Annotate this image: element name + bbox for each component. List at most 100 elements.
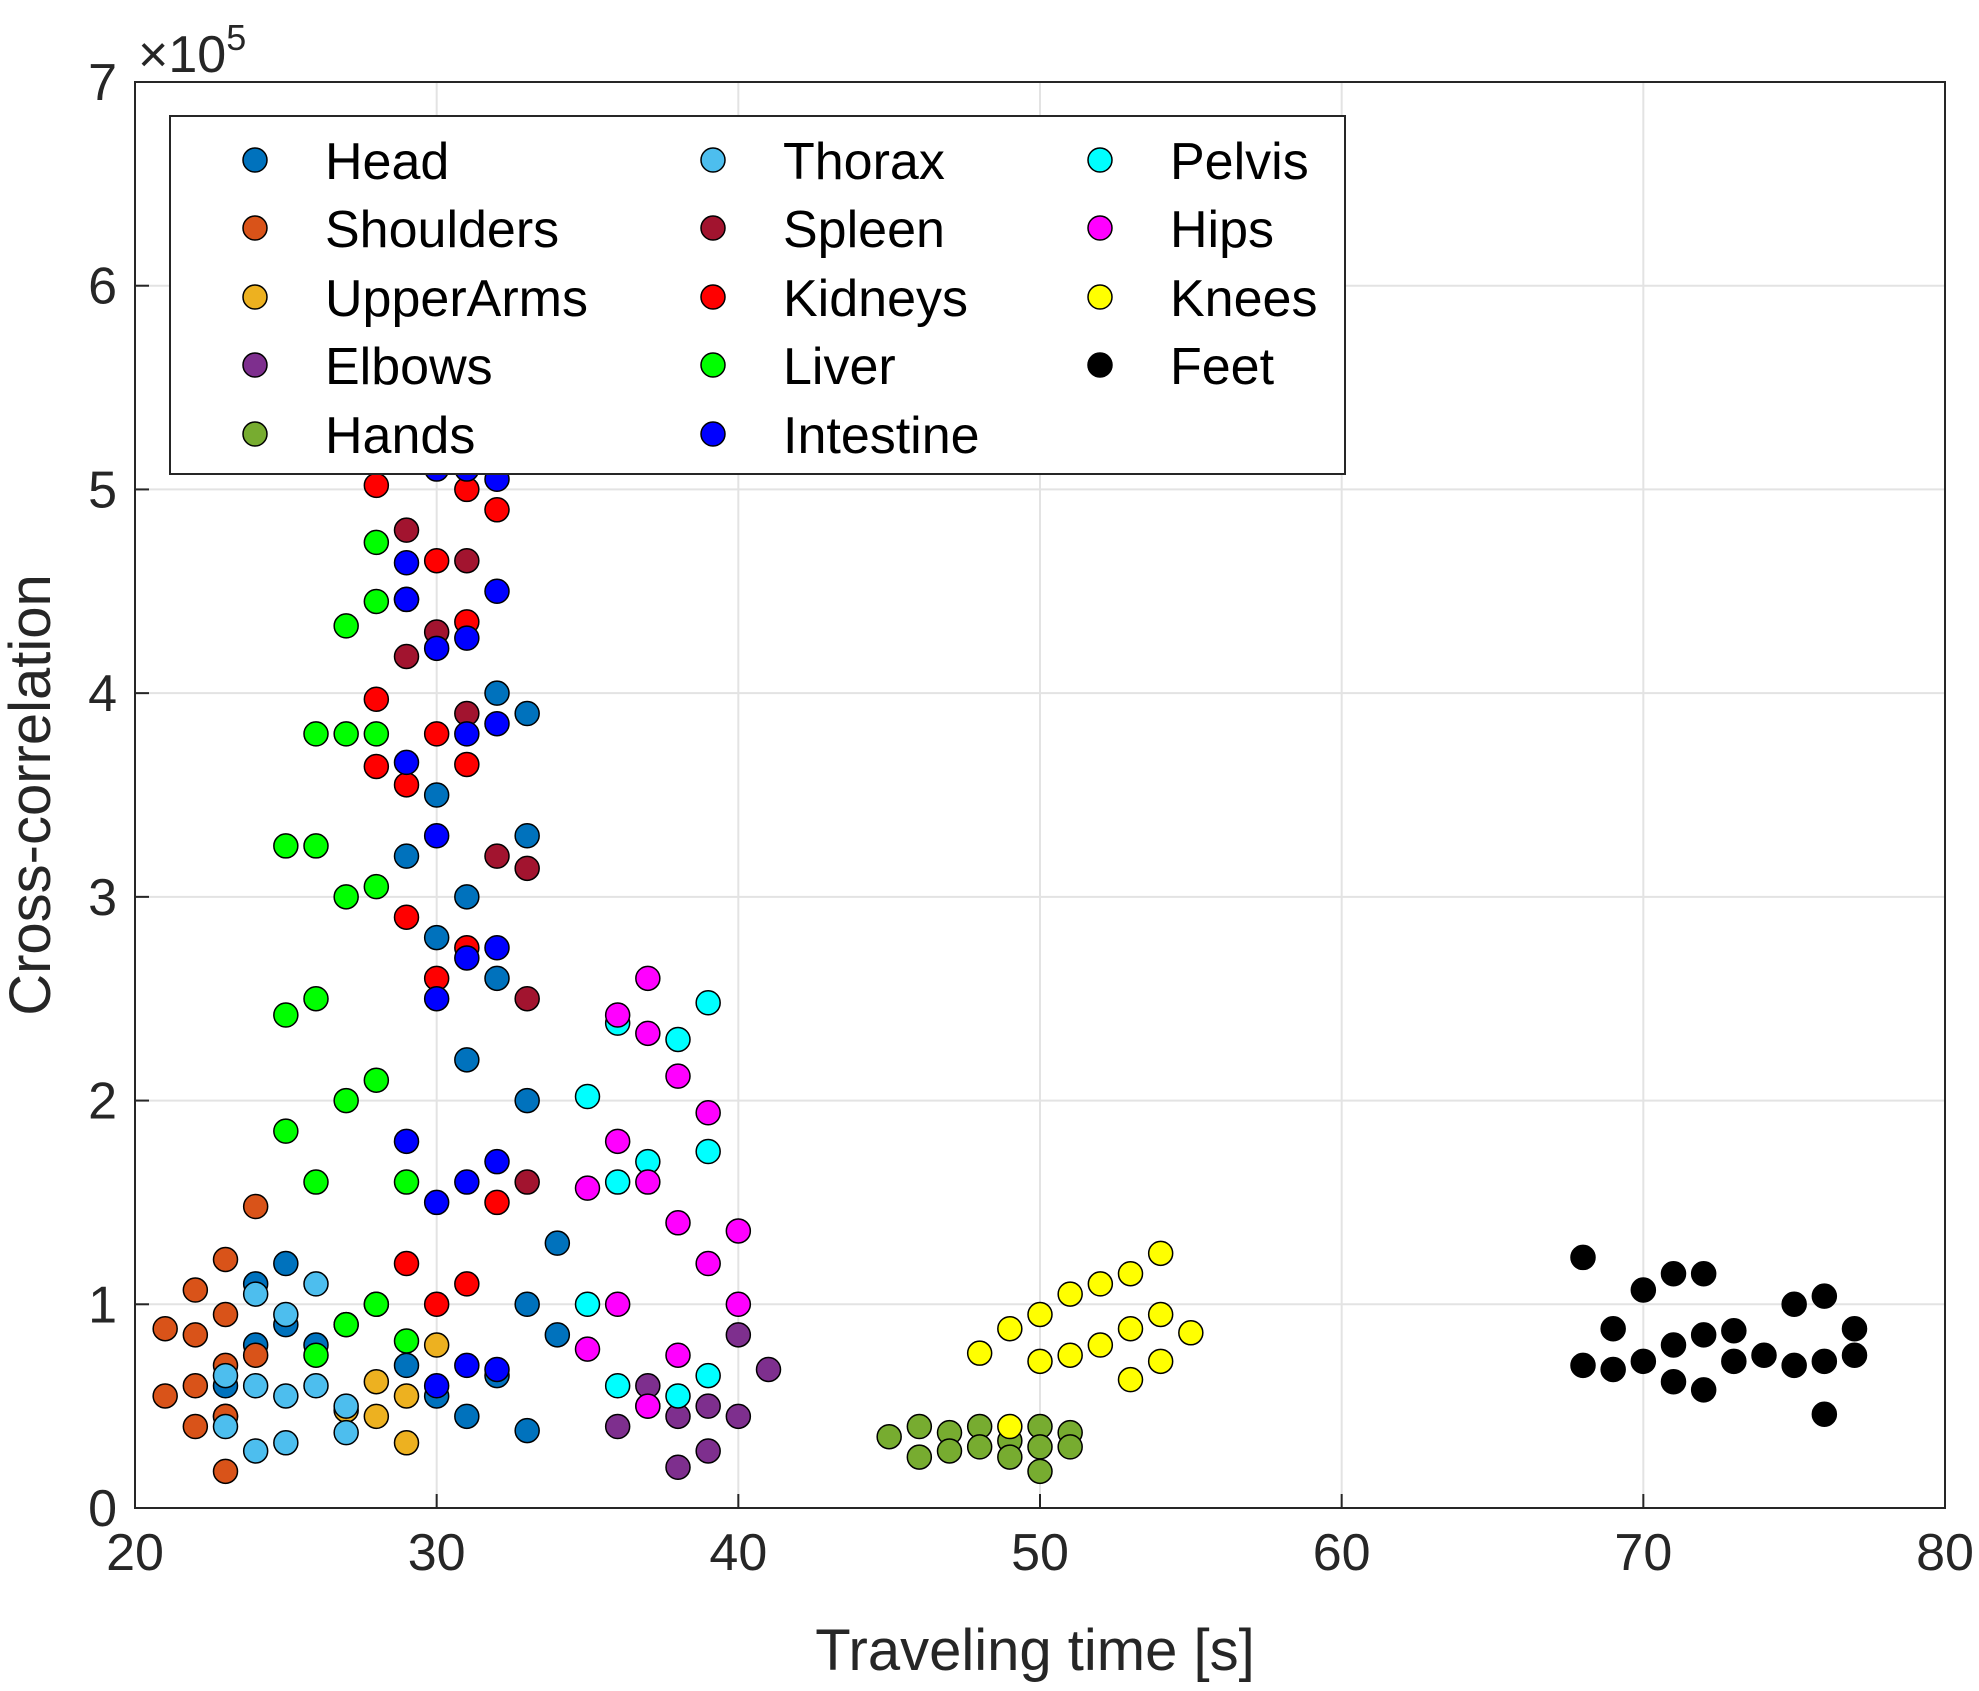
data-point	[393, 1128, 420, 1155]
legend-item-kidneys: Kidneys	[700, 270, 968, 328]
series-kidneys	[363, 472, 510, 1318]
data-point	[695, 1250, 721, 1277]
data-point	[1751, 1342, 1777, 1368]
data-point	[1811, 1401, 1838, 1428]
data-point	[544, 1230, 571, 1256]
data-point	[1811, 1348, 1838, 1375]
legend-label: UpperArms	[325, 270, 588, 328]
legend-label: Head	[325, 133, 449, 191]
data-point	[1600, 1315, 1626, 1342]
data-point	[1690, 1322, 1717, 1348]
legend-label: Elbows	[325, 338, 493, 396]
data-point	[695, 1138, 721, 1165]
y-axis-ticks: 0 1 2 3 4 5 6 7	[88, 54, 149, 1538]
data-point	[242, 1438, 269, 1464]
legend-label: Liver	[783, 338, 896, 396]
data-point	[212, 1413, 239, 1440]
data-point	[393, 586, 420, 613]
data-point	[1027, 1458, 1053, 1485]
data-point	[363, 753, 390, 780]
data-point	[152, 1383, 178, 1409]
series-intestine	[393, 456, 510, 1399]
data-point	[454, 625, 480, 651]
data-point	[725, 1218, 752, 1244]
data-point	[635, 1169, 661, 1195]
data-point	[1027, 1301, 1053, 1328]
data-point	[665, 1026, 691, 1053]
data-point	[273, 1002, 299, 1028]
data-point	[997, 1444, 1023, 1470]
data-point	[635, 1393, 661, 1419]
legend-item-intestine: Intestine	[700, 407, 980, 465]
data-point	[906, 1444, 933, 1470]
data-point	[454, 1047, 480, 1073]
series-hands	[876, 1413, 1083, 1485]
data-point	[423, 635, 450, 662]
legend-label: Hands	[325, 407, 475, 465]
data-point	[1660, 1332, 1687, 1358]
data-point	[997, 1413, 1023, 1440]
data-point	[484, 843, 510, 869]
legend-marker	[700, 215, 726, 241]
data-point	[1178, 1320, 1204, 1346]
data-point	[514, 1087, 540, 1114]
data-point	[544, 1322, 571, 1348]
data-point	[363, 1067, 390, 1093]
y-exponent-label: ×105	[138, 17, 246, 84]
data-point	[514, 700, 540, 727]
legend-item-pelvis: Pelvis	[1087, 133, 1309, 191]
data-point	[363, 721, 390, 747]
data-point	[423, 1189, 450, 1216]
x-tick-label: 40	[709, 1524, 767, 1582]
data-point	[423, 1291, 450, 1318]
data-point	[333, 1419, 359, 1446]
data-point	[635, 965, 661, 992]
x-tick-label: 30	[408, 1524, 466, 1582]
data-point	[514, 855, 540, 882]
data-point	[1811, 1283, 1838, 1309]
y-axis-label: Cross-correlation	[0, 574, 63, 1016]
data-point	[303, 1373, 329, 1399]
data-point	[604, 1002, 631, 1028]
legend-item-thorax: Thorax	[700, 133, 945, 191]
y-tick-label: 5	[88, 461, 117, 519]
legend-label: Thorax	[783, 133, 945, 191]
legend-marker	[700, 352, 726, 378]
x-axis-label: Traveling time [s]	[815, 1618, 1254, 1683]
data-point	[1570, 1244, 1596, 1271]
data-point	[393, 1169, 420, 1195]
legend-marker	[242, 215, 268, 241]
data-point	[1841, 1315, 1868, 1342]
data-point	[1117, 1366, 1144, 1393]
data-point	[393, 550, 420, 576]
data-point	[423, 721, 450, 747]
data-point	[333, 884, 359, 910]
data-point	[906, 1413, 933, 1440]
legend-marker	[1087, 215, 1113, 241]
data-point	[1690, 1377, 1717, 1403]
data-point	[665, 1063, 691, 1089]
y-tick-label: 0	[88, 1480, 117, 1538]
data-point	[333, 1087, 359, 1114]
data-point	[393, 843, 420, 869]
y-tick-label: 3	[88, 869, 117, 927]
legend-label: Kidneys	[783, 270, 968, 328]
legend-label: Spleen	[783, 201, 945, 259]
data-point	[1027, 1348, 1053, 1375]
series-hips	[574, 965, 752, 1419]
legend-marker	[700, 147, 726, 173]
x-tick-label: 50	[1011, 1524, 1069, 1582]
x-tick-label: 80	[1916, 1524, 1974, 1582]
data-point	[695, 990, 721, 1016]
series-liver	[273, 529, 420, 1368]
legend-label: Shoulders	[325, 201, 559, 259]
series-knees	[966, 1240, 1204, 1440]
legend-marker	[242, 147, 268, 173]
data-point	[1630, 1277, 1657, 1303]
data-point	[1057, 1434, 1083, 1460]
data-point	[725, 1322, 752, 1348]
legend-item-shoulders: Shoulders	[242, 201, 559, 259]
data-point	[484, 1148, 510, 1175]
data-point	[484, 965, 510, 992]
